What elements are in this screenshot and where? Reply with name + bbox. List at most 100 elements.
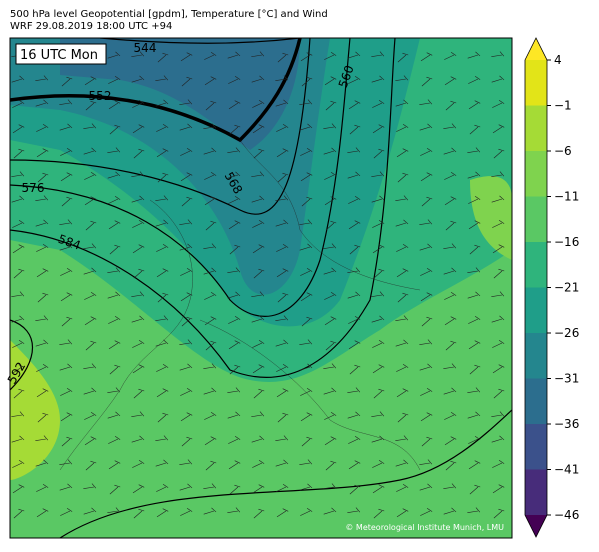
wind-barb bbox=[179, 99, 193, 106]
wind-barb bbox=[133, 508, 145, 519]
wind-barb bbox=[179, 459, 193, 466]
wind-barb bbox=[155, 99, 169, 107]
wind-barb bbox=[133, 268, 145, 279]
wind-barb bbox=[300, 412, 313, 422]
wind-barb bbox=[107, 171, 121, 179]
wind-barb bbox=[348, 76, 361, 84]
colorbar-over bbox=[525, 38, 547, 60]
wind-barb bbox=[109, 124, 121, 135]
wind-barb bbox=[227, 387, 241, 394]
wind-barb bbox=[83, 387, 97, 395]
wind-barb bbox=[299, 243, 313, 251]
wind-barb bbox=[13, 148, 25, 159]
wind-barb bbox=[300, 388, 313, 396]
wind-barb bbox=[228, 100, 241, 110]
wind-barb bbox=[180, 148, 193, 156]
wind-barb bbox=[156, 388, 169, 398]
wind-barb bbox=[36, 484, 49, 492]
wind-barb bbox=[84, 412, 97, 420]
wind-barb bbox=[396, 508, 409, 518]
wind-barb bbox=[467, 291, 481, 299]
wind-barb bbox=[253, 268, 265, 279]
wind-barb bbox=[228, 196, 241, 204]
wind-barb bbox=[491, 195, 505, 203]
wind-barb bbox=[107, 147, 121, 154]
wind-barb bbox=[107, 291, 121, 299]
wind-barb bbox=[132, 484, 145, 494]
wind-barb bbox=[397, 172, 409, 183]
wind-barb bbox=[36, 244, 49, 252]
wind-barb bbox=[372, 220, 385, 228]
wind-barb bbox=[371, 171, 385, 178]
wind-barb bbox=[132, 340, 145, 348]
wind-barb bbox=[443, 123, 457, 130]
wind-barb bbox=[36, 508, 49, 518]
wind-barb bbox=[372, 340, 385, 348]
wind-barb bbox=[132, 100, 145, 108]
wind-barb bbox=[156, 148, 169, 158]
colorbar-bin bbox=[525, 242, 547, 288]
wind-barb bbox=[277, 412, 289, 423]
wind-barb bbox=[420, 52, 433, 62]
wind-barb bbox=[35, 195, 49, 202]
wind-barb bbox=[492, 220, 505, 228]
wind-barb bbox=[421, 436, 433, 447]
wind-barb bbox=[276, 484, 289, 492]
wind-barb bbox=[419, 459, 433, 466]
wind-barb bbox=[468, 220, 481, 230]
wind-barb bbox=[467, 51, 481, 59]
wind-barb bbox=[444, 292, 457, 300]
wind-barb bbox=[252, 484, 265, 494]
wind-barb bbox=[36, 124, 49, 132]
wind-barb bbox=[275, 99, 289, 107]
wind-barb bbox=[204, 76, 217, 86]
wind-barb bbox=[60, 388, 73, 396]
wind-barb bbox=[12, 460, 25, 468]
wind-barb bbox=[373, 268, 385, 279]
wind-barb bbox=[180, 52, 193, 62]
wind-barb bbox=[179, 123, 193, 131]
wind-barb bbox=[83, 483, 97, 490]
wind-barb bbox=[324, 196, 337, 206]
wind-barb bbox=[179, 243, 193, 251]
colorbar-under bbox=[525, 515, 547, 537]
wind-barb bbox=[325, 340, 337, 351]
wind-barb bbox=[443, 147, 457, 155]
wind-barb bbox=[36, 364, 49, 372]
wind-barb bbox=[325, 220, 337, 231]
wind-barb bbox=[156, 364, 169, 372]
wind-barb bbox=[325, 100, 337, 111]
wind-barb bbox=[323, 507, 337, 515]
wind-barb bbox=[468, 460, 481, 470]
wind-barb bbox=[83, 243, 97, 250]
wind-barb bbox=[420, 148, 433, 156]
wind-barb bbox=[156, 124, 169, 132]
wind-barb bbox=[83, 267, 97, 275]
wind-barb bbox=[61, 196, 73, 207]
wind-barb bbox=[12, 100, 25, 108]
wind-barb bbox=[131, 411, 145, 418]
wind-barb bbox=[251, 291, 265, 298]
wind-barb bbox=[467, 387, 481, 394]
wind-barb bbox=[84, 292, 97, 300]
wind-barb bbox=[37, 292, 49, 303]
wind-barb bbox=[253, 388, 265, 399]
wind-barb bbox=[36, 268, 49, 278]
wind-barb bbox=[492, 244, 505, 254]
wind-barb bbox=[107, 387, 121, 394]
wind-barb bbox=[396, 268, 409, 278]
wind-barb bbox=[252, 340, 265, 348]
wind-barb bbox=[84, 172, 97, 180]
wind-barb bbox=[156, 484, 169, 492]
wind-barb bbox=[397, 52, 409, 63]
wind-barb bbox=[325, 460, 337, 471]
colorbar-tick-label: −26 bbox=[554, 326, 579, 340]
colorbar-bin bbox=[525, 151, 547, 197]
colorbar-tick-label: 4 bbox=[554, 53, 562, 67]
wind-barb bbox=[371, 315, 385, 323]
colorbar-bin bbox=[525, 105, 547, 151]
wind-barb bbox=[251, 75, 265, 83]
wind-barb bbox=[35, 219, 49, 227]
wind-barb bbox=[85, 100, 97, 111]
wind-barb bbox=[83, 507, 97, 515]
